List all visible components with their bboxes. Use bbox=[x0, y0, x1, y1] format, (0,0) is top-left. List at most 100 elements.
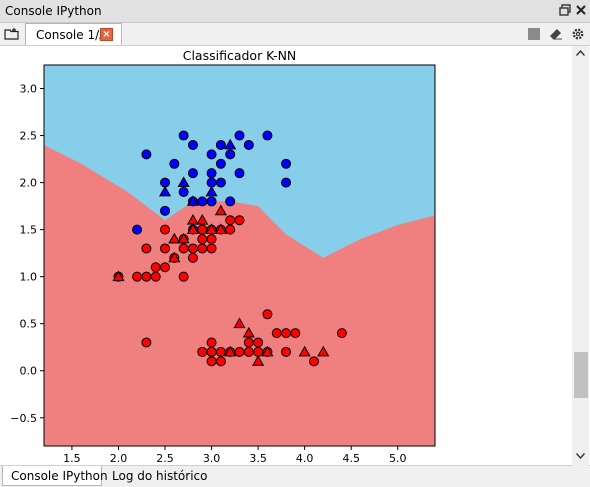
bottom-tab-label: Console IPython bbox=[11, 469, 108, 483]
data-point-blue-circle bbox=[160, 205, 171, 216]
data-point-red-triangle bbox=[242, 326, 255, 338]
y-tick-label: 0.5 bbox=[20, 318, 38, 331]
data-point-blue-circle bbox=[206, 168, 217, 179]
gear-icon[interactable] bbox=[571, 27, 585, 41]
data-point-red-circle bbox=[132, 271, 143, 282]
scroll-down-icon[interactable] bbox=[576, 453, 585, 459]
tab-history-log[interactable]: Log do histórico bbox=[104, 466, 207, 486]
data-point-blue-triangle bbox=[224, 138, 237, 150]
x-tick-label: 2.0 bbox=[110, 452, 128, 465]
data-point-red-circle bbox=[178, 271, 189, 282]
data-point-blue-triangle bbox=[177, 176, 190, 187]
x-tick-label: 4.0 bbox=[296, 452, 314, 465]
y-tick-label: 1.0 bbox=[20, 271, 38, 284]
y-tick-label: 3.0 bbox=[20, 83, 38, 96]
data-point-red-circle bbox=[253, 337, 264, 348]
data-point-blue-circle bbox=[225, 196, 236, 207]
data-point-red-circle bbox=[206, 243, 217, 254]
data-point-blue-circle bbox=[187, 168, 198, 179]
data-point-blue-circle bbox=[225, 149, 236, 160]
data-point-blue-circle bbox=[215, 139, 226, 150]
data-point-blue-triangle bbox=[158, 185, 172, 197]
data-point-red-circle bbox=[281, 346, 292, 357]
data-point-blue-circle bbox=[206, 177, 217, 188]
folder-icon[interactable] bbox=[4, 26, 20, 42]
data-point-red-circle bbox=[206, 337, 217, 348]
data-point-red-triangle bbox=[196, 214, 209, 225]
data-point-red-circle bbox=[141, 271, 152, 282]
data-point-red-circle bbox=[150, 262, 161, 273]
tab-close-icon[interactable]: × bbox=[100, 28, 113, 41]
data-point-blue-triangle bbox=[186, 195, 200, 206]
data-point-blue-circle bbox=[178, 187, 189, 197]
data-point-blue-circle bbox=[178, 130, 189, 141]
data-point-red-triangle bbox=[186, 214, 200, 225]
eraser-icon[interactable] bbox=[549, 27, 563, 41]
data-point-red-triangle bbox=[298, 345, 311, 357]
data-point-red-triangle bbox=[168, 232, 181, 244]
y-tick-label: 2.0 bbox=[20, 177, 38, 190]
data-point-blue-circle bbox=[234, 168, 245, 179]
data-point-blue-circle bbox=[281, 177, 292, 188]
data-point-blue-circle bbox=[243, 139, 254, 150]
data-point-blue-triangle bbox=[205, 185, 218, 197]
scroll-up-icon[interactable] bbox=[576, 50, 585, 56]
x-tick-label: 1.5 bbox=[63, 452, 81, 465]
bottom-tab-bar: Console IPython Log do histórico bbox=[0, 466, 590, 487]
data-point-red-circle bbox=[197, 224, 208, 235]
window-titlebar: Console IPython bbox=[0, 0, 590, 23]
tab-console-ipython[interactable]: Console IPython bbox=[2, 466, 108, 486]
data-point-red-circle bbox=[215, 346, 226, 357]
data-point-red-triangle bbox=[112, 270, 125, 282]
data-point-red-circle bbox=[215, 356, 226, 367]
scrollbar-thumb[interactable] bbox=[574, 352, 588, 398]
bottom-tab-label: Log do histórico bbox=[112, 469, 208, 483]
data-point-red-circle bbox=[206, 346, 217, 357]
data-point-red-circle bbox=[150, 271, 161, 282]
data-point-red-circle bbox=[243, 346, 254, 357]
data-point-red-triangle bbox=[205, 223, 218, 235]
data-point-blue-circle bbox=[160, 177, 171, 188]
data-point-red-circle bbox=[160, 224, 171, 235]
stop-icon[interactable] bbox=[527, 27, 541, 41]
y-tick-label: −0.5 bbox=[10, 412, 37, 425]
y-tick-label: 1.5 bbox=[20, 224, 38, 237]
data-point-blue-circle bbox=[281, 158, 292, 169]
tab-label: Console 1/A bbox=[36, 28, 108, 42]
console-output[interactable]: 1.5 2.0 2.5 3.0 3.5 4.0 4.5 5.0 −0.5 0.0 0.5 1.0 1.5… bbox=[0, 45, 590, 466]
data-point-red-circle bbox=[336, 328, 347, 339]
data-point-blue-circle bbox=[187, 139, 198, 150]
data-point-red-circle bbox=[262, 309, 273, 320]
data-point-red-circle bbox=[308, 356, 319, 367]
x-tick-label: 3.0 bbox=[203, 452, 221, 465]
data-point-red-circle bbox=[197, 346, 208, 357]
data-point-blue-circle bbox=[215, 177, 226, 188]
data-point-red-circle bbox=[178, 243, 189, 254]
tab-bar: Console 1/A × bbox=[0, 23, 590, 45]
console-scrollbar[interactable] bbox=[572, 46, 589, 466]
data-point-red-circle bbox=[290, 328, 301, 339]
knn-plot: 1.5 2.0 2.5 3.0 3.5 4.0 4.5 5.0 −0.5 0.0 0.5 1.0 1.5… bbox=[10, 48, 436, 465]
undock-icon[interactable] bbox=[558, 3, 572, 17]
plot-frame bbox=[43, 64, 436, 447]
data-point-red-circle bbox=[160, 243, 171, 254]
data-point-red-circle bbox=[141, 243, 152, 254]
x-tick-label: 4.5 bbox=[342, 452, 360, 465]
data-point-red-circle bbox=[187, 252, 198, 263]
data-point-red-circle bbox=[225, 224, 236, 235]
tab-console-1a[interactable]: Console 1/A × bbox=[25, 23, 122, 45]
data-point-red-triangle bbox=[214, 204, 227, 216]
data-point-blue-circle bbox=[206, 149, 217, 160]
close-pane-icon[interactable] bbox=[574, 3, 588, 17]
data-point-red-triangle bbox=[317, 345, 330, 357]
data-point-red-circle bbox=[253, 346, 264, 357]
data-point-red-circle bbox=[187, 243, 198, 254]
data-point-blue-circle bbox=[215, 158, 226, 169]
data-point-red-circle bbox=[281, 328, 292, 339]
data-point-red-triangle bbox=[233, 317, 246, 329]
decision-regions bbox=[44, 65, 435, 446]
data-points bbox=[112, 130, 347, 367]
data-point-red-triangle bbox=[186, 223, 200, 235]
data-point-red-triangle bbox=[224, 345, 237, 357]
window-title: Console IPython bbox=[5, 4, 102, 18]
